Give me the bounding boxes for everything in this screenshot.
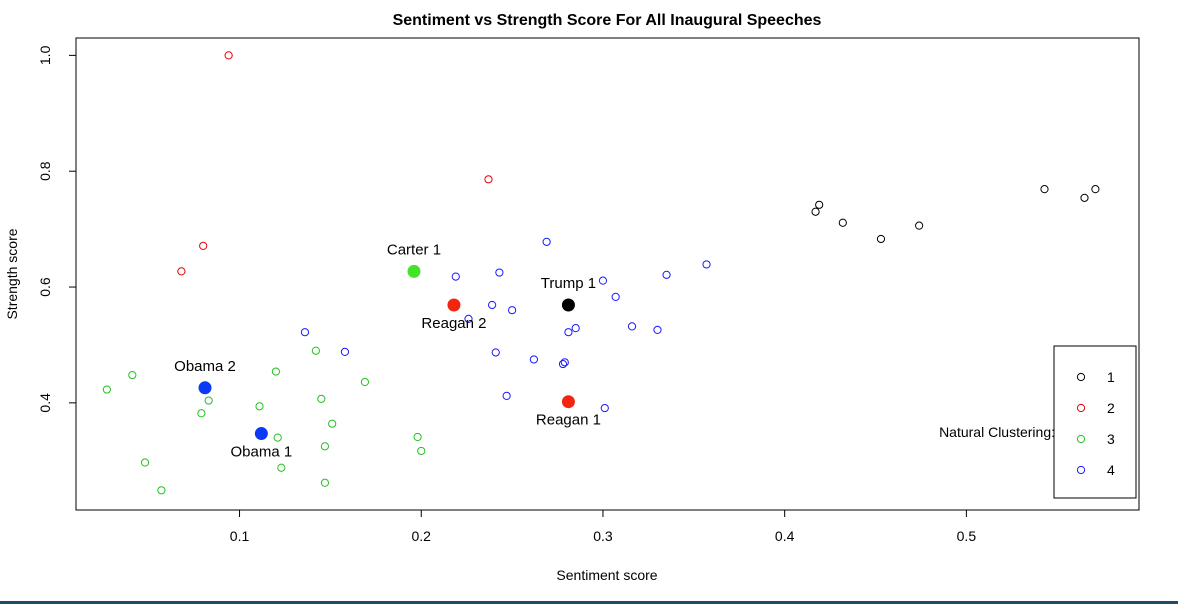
- data-point-cluster-4: [598, 276, 608, 285]
- data-point-cluster-4: [491, 348, 500, 357]
- data-point-cluster-1: [1040, 185, 1049, 194]
- highlight-label: Carter 1: [387, 241, 441, 258]
- legend: Natural Clustering: 1 2 3 4: [939, 345, 1137, 499]
- x-tick-label: 0.5: [957, 528, 977, 544]
- data-point-cluster-3: [320, 442, 330, 451]
- y-tick-label: 0.8: [37, 161, 53, 181]
- data-point-cluster-3: [320, 478, 330, 487]
- plot-frame: [75, 37, 1140, 511]
- data-point-cluster-3: [102, 385, 111, 394]
- data-point-cluster-4: [464, 314, 473, 323]
- x-tick-label: 0.1: [230, 528, 250, 544]
- data-point-cluster-4: [611, 292, 620, 301]
- legend-marker: [1076, 465, 1086, 475]
- legend-label: 2: [1107, 400, 1115, 416]
- data-point-cluster-4: [662, 270, 671, 279]
- legend-box: [1053, 345, 1137, 499]
- data-point-cluster-2: [484, 175, 493, 184]
- data-point-cluster-4: [340, 347, 350, 356]
- data-point-cluster-3: [140, 458, 150, 467]
- data-point-cluster-1: [838, 218, 847, 227]
- data-point-cluster-3: [197, 409, 206, 418]
- data-point-cluster-4: [702, 260, 711, 269]
- data-point-cluster-1: [1080, 193, 1089, 202]
- legend-label: 4: [1107, 462, 1115, 478]
- highlight-point: [447, 298, 461, 312]
- data-point-cluster-4: [529, 355, 539, 364]
- data-point-cluster-4: [542, 237, 551, 246]
- y-axis: 0.4 0.6 0.8 1.0: [37, 45, 76, 413]
- data-point-cluster-4: [571, 324, 580, 333]
- data-point-cluster-4: [564, 328, 573, 337]
- y-tick-label: 0.6: [37, 277, 53, 297]
- data-point-cluster-1: [811, 207, 820, 216]
- highlight-point: [254, 427, 268, 441]
- data-point-cluster-4: [560, 358, 569, 367]
- data-point-cluster-3: [417, 446, 426, 456]
- x-tick-label: 0.3: [593, 528, 613, 544]
- y-axis-label: Strength score: [4, 228, 20, 319]
- data-point-cluster-3: [277, 463, 286, 472]
- data-point-cluster-3: [157, 486, 166, 495]
- data-point-cluster-3: [128, 370, 137, 380]
- data-point-cluster-3: [271, 367, 280, 376]
- data-point-cluster-3: [273, 433, 282, 442]
- highlight-point: [561, 395, 575, 409]
- data-point-cluster-4: [627, 322, 637, 331]
- data-point-cluster-4: [600, 403, 609, 413]
- data-points: [102, 51, 1100, 495]
- data-point-cluster-3: [204, 396, 213, 405]
- legend-marker: [1076, 372, 1086, 382]
- data-point-cluster-3: [413, 432, 422, 442]
- highlighted-points: Carter 1 Reagan 2 Trump 1 Reagan 1 Obama 2 Ob…: [174, 241, 601, 460]
- data-point-cluster-4: [653, 325, 662, 334]
- data-point-cluster-4: [488, 300, 497, 310]
- legend-title: Natural Clustering:: [939, 424, 1055, 440]
- data-point-cluster-3: [311, 346, 320, 355]
- highlight-point: [198, 381, 212, 395]
- data-point-cluster-4: [502, 391, 511, 401]
- data-point-cluster-3: [255, 402, 264, 411]
- highlight-label: Obama 1: [230, 444, 292, 461]
- data-point-cluster-1: [815, 200, 824, 209]
- legend-marker: [1076, 403, 1086, 413]
- data-point-cluster-4: [495, 268, 504, 277]
- data-point-cluster-4: [451, 272, 460, 281]
- y-tick-label: 0.4: [37, 393, 53, 413]
- x-axis: 0.1 0.2 0.3 0.4 0.5: [230, 510, 977, 544]
- highlight-point: [561, 298, 575, 312]
- chart-title: Sentiment vs Strength Score For All Inau…: [393, 12, 822, 29]
- legend-marker: [1076, 434, 1086, 444]
- data-point-cluster-2: [199, 241, 208, 251]
- data-point-cluster-3: [328, 419, 337, 428]
- data-point-cluster-3: [317, 394, 326, 403]
- data-point-cluster-1: [915, 221, 924, 230]
- x-tick-label: 0.4: [775, 528, 795, 544]
- legend-label: 3: [1107, 431, 1115, 447]
- highlight-label: Reagan 2: [421, 315, 486, 332]
- bottom-rule: [0, 601, 1178, 604]
- x-tick-label: 0.2: [412, 528, 432, 544]
- data-point-cluster-4: [508, 306, 517, 315]
- data-point-cluster-3: [360, 377, 370, 387]
- data-point-cluster-4: [300, 328, 310, 337]
- highlight-point: [407, 264, 421, 278]
- highlight-label: Obama 2: [174, 358, 236, 375]
- data-point-cluster-1: [1091, 185, 1100, 194]
- data-point-cluster-4: [558, 359, 568, 369]
- highlight-label: Reagan 1: [536, 412, 601, 429]
- data-point-cluster-2: [177, 267, 186, 276]
- y-tick-label: 1.0: [37, 45, 53, 65]
- x-axis-label: Sentiment score: [556, 567, 657, 583]
- data-point-cluster-1: [876, 234, 886, 244]
- legend-label: 1: [1107, 369, 1115, 385]
- data-point-cluster-2: [224, 51, 233, 60]
- highlight-label: Trump 1: [541, 275, 596, 292]
